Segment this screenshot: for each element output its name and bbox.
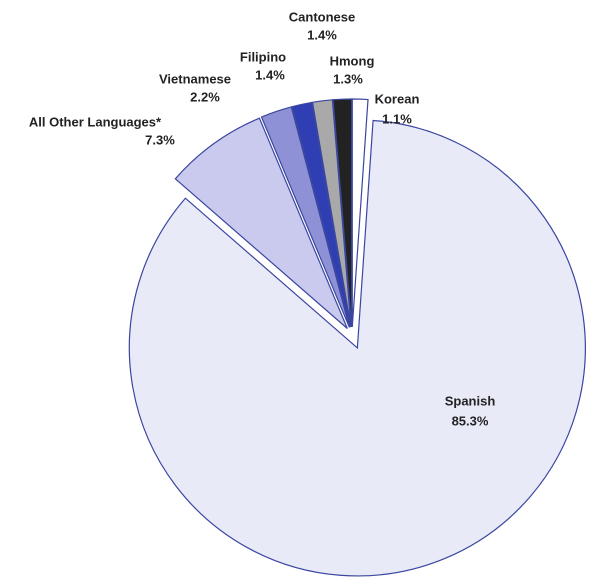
slice-label: Hmong xyxy=(330,53,375,68)
slice-label: Cantonese xyxy=(289,9,355,24)
slice-value: 1.4% xyxy=(255,67,285,82)
slice-label: Filipino xyxy=(240,49,286,64)
slice-value: 85.3% xyxy=(452,413,489,428)
slice-value: 1.3% xyxy=(333,71,363,86)
slice-value: 2.2% xyxy=(190,89,220,104)
pie-slice xyxy=(128,119,586,577)
slice-value: 1.4% xyxy=(307,27,337,42)
slice-label: Vietnamese xyxy=(159,71,231,86)
pie-slice xyxy=(174,117,348,329)
pie-slice xyxy=(260,106,351,328)
slice-label: Spanish xyxy=(445,393,496,408)
pie-slice xyxy=(351,98,369,328)
slice-value: 1.1% xyxy=(382,111,412,126)
slice-label: Korean xyxy=(375,91,420,106)
slice-value: 7.3% xyxy=(145,132,175,147)
pie-slice xyxy=(291,101,351,328)
slice-label: All Other Languages* xyxy=(29,114,162,129)
pie-slice xyxy=(311,99,352,328)
pie-slice xyxy=(332,98,353,328)
